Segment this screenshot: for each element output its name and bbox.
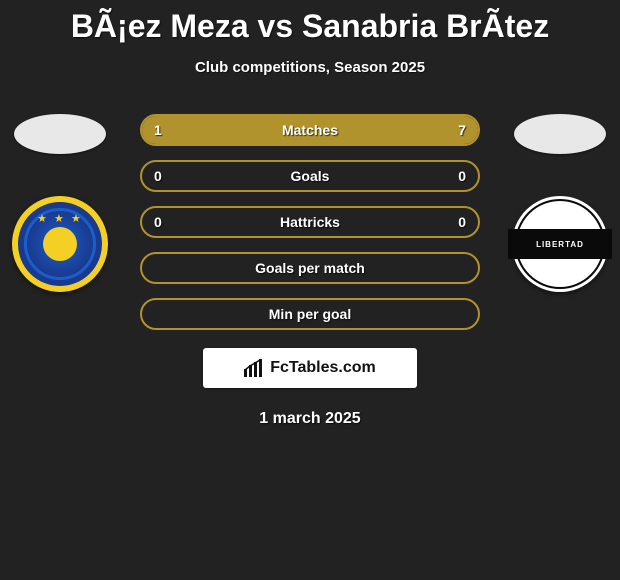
badge-band-text: LIBERTAD: [536, 240, 584, 249]
stat-left-value: 1: [154, 122, 162, 138]
right-player-column: LIBERTAD: [500, 114, 620, 292]
stat-row-goals: 0 Goals 0: [140, 160, 480, 192]
right-player-face-placeholder: [514, 114, 606, 154]
subtitle: Club competitions, Season 2025: [0, 59, 620, 76]
badge-stars-icon: ★ ★ ★: [18, 212, 102, 225]
fctables-watermark: FcTables.com: [203, 348, 417, 388]
bar-chart-icon: [244, 359, 264, 377]
right-club-badge: LIBERTAD: [512, 196, 608, 292]
stat-row-min-per-goal: Min per goal: [140, 298, 480, 330]
stat-right-value: 7: [458, 122, 466, 138]
left-club-badge: ★ ★ ★: [12, 196, 108, 292]
stat-left-value: 0: [154, 168, 162, 184]
stat-right-value: 0: [458, 168, 466, 184]
date-text: 1 march 2025: [0, 410, 620, 428]
stat-label: Hattricks: [280, 214, 340, 230]
bar-fill-left: [142, 116, 182, 144]
stat-row-hattricks: 0 Hattricks 0: [140, 206, 480, 238]
stat-bars: 1 Matches 7 0 Goals 0 0 Hattricks 0 Goals per mat…: [140, 114, 480, 330]
stat-label: Goals per match: [255, 260, 365, 276]
stat-row-matches: 1 Matches 7: [140, 114, 480, 146]
stat-label: Min per goal: [269, 306, 351, 322]
stat-row-goals-per-match: Goals per match: [140, 252, 480, 284]
badge-ball-icon: [43, 227, 77, 261]
stat-left-value: 0: [154, 214, 162, 230]
stats-area: ★ ★ ★ LIBERTAD 1 Matches 7 0 Goals 0 0 Hattrick…: [0, 114, 620, 330]
fctables-label: FcTables.com: [270, 359, 376, 377]
page-title: BÃ¡ez Meza vs Sanabria BrÃ­tez: [0, 0, 620, 45]
stat-right-value: 0: [458, 214, 466, 230]
left-player-column: ★ ★ ★: [0, 114, 120, 292]
badge-band: LIBERTAD: [508, 229, 612, 259]
stat-label: Goals: [291, 168, 330, 184]
left-player-face-placeholder: [14, 114, 106, 154]
stat-label: Matches: [282, 122, 338, 138]
